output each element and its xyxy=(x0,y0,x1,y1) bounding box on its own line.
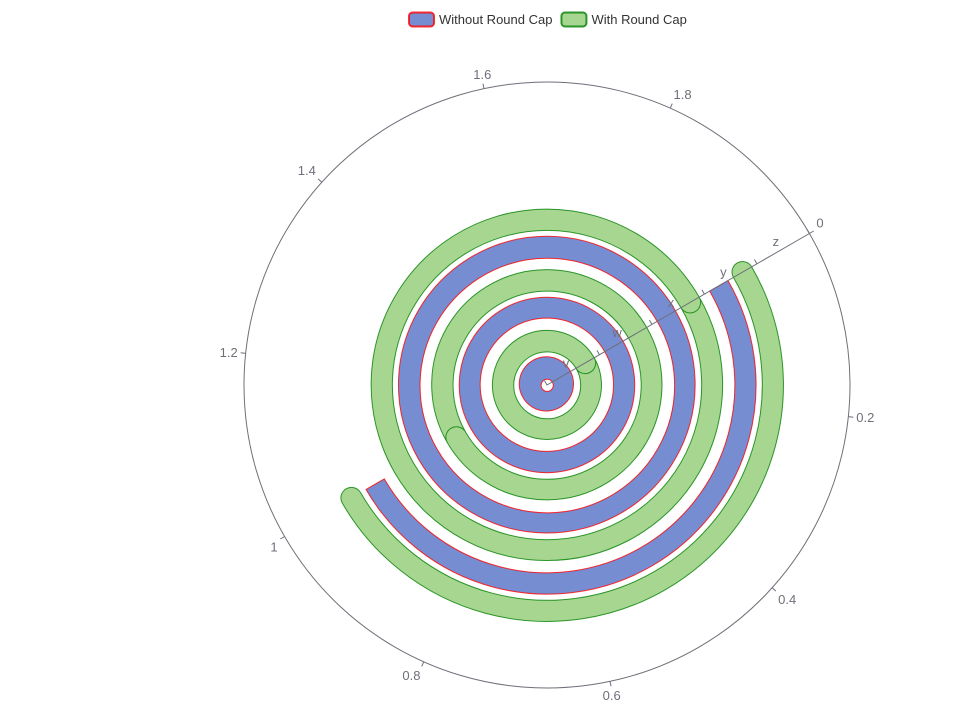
svg-text:0.2: 0.2 xyxy=(856,410,874,425)
svg-text:1.4: 1.4 xyxy=(298,163,316,178)
svg-text:With Round Cap: With Round Cap xyxy=(591,12,686,27)
svg-text:1.6: 1.6 xyxy=(473,67,491,82)
svg-text:1.2: 1.2 xyxy=(220,345,238,360)
svg-text:x: x xyxy=(668,295,675,310)
svg-text:1.8: 1.8 xyxy=(673,87,691,102)
svg-text:0: 0 xyxy=(816,216,823,231)
svg-text:0.4: 0.4 xyxy=(778,592,796,607)
svg-text:0.8: 0.8 xyxy=(402,668,420,683)
svg-text:Without Round Cap: Without Round Cap xyxy=(439,12,552,27)
svg-text:y: y xyxy=(720,265,727,280)
svg-text:z: z xyxy=(773,234,780,249)
svg-text:v: v xyxy=(563,355,570,370)
svg-text:w: w xyxy=(611,325,622,340)
svg-text:0.6: 0.6 xyxy=(603,688,621,703)
svg-text:1: 1 xyxy=(270,540,277,555)
